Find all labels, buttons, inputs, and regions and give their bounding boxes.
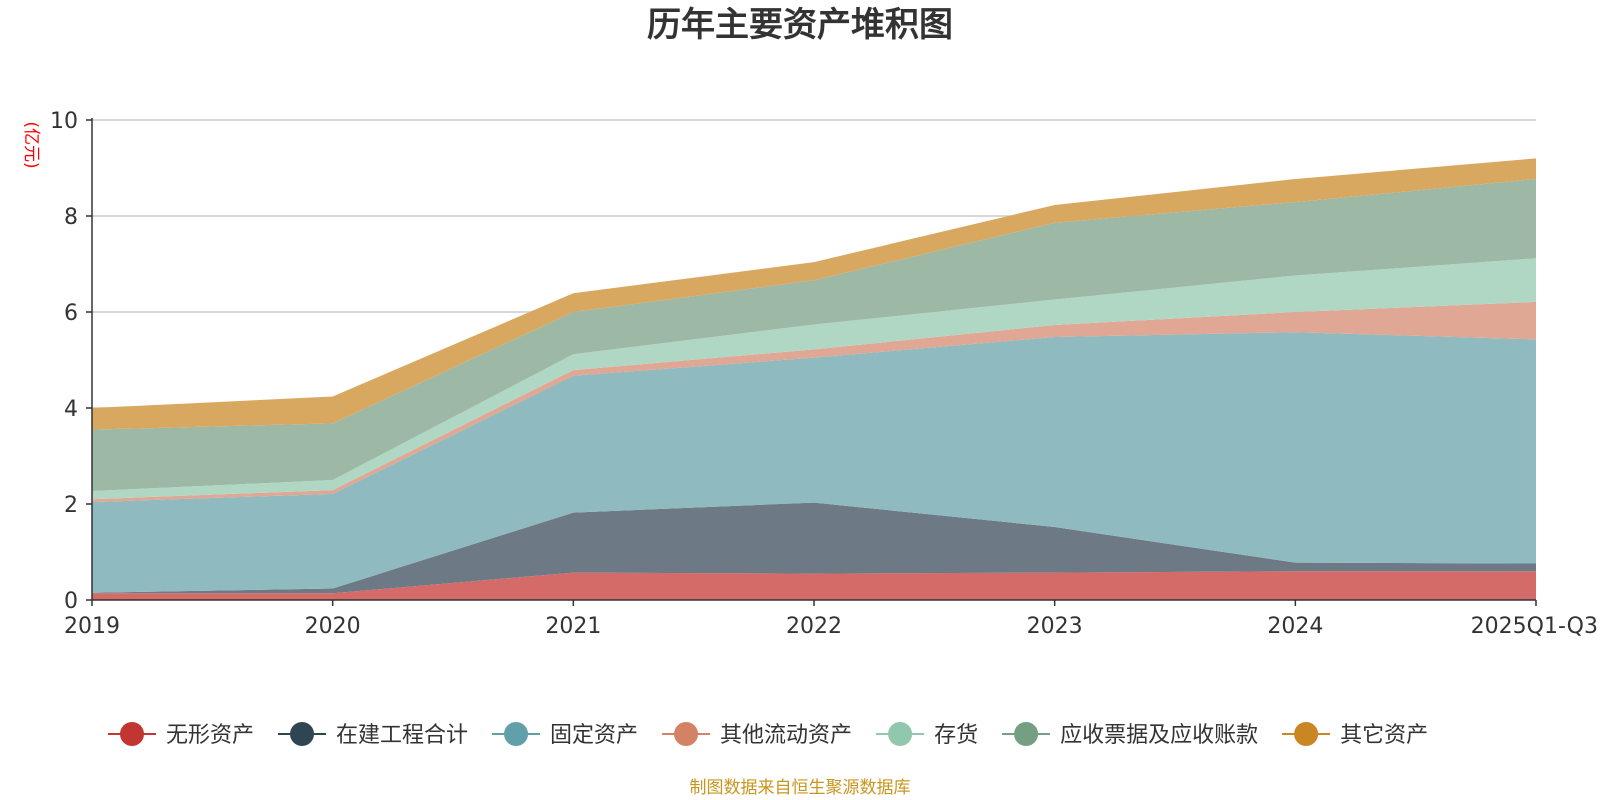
legend-label: 其它资产 — [1340, 723, 1428, 748]
legend-item-无形资产[interactable]: 无形资产 — [108, 722, 254, 748]
y-tick-label: 0 — [64, 589, 78, 614]
legend-item-其他流动资产[interactable]: 其他流动资产 — [662, 722, 852, 748]
y-tick-label: 8 — [64, 205, 78, 230]
area-无形资产 — [92, 571, 1536, 600]
legend-marker — [504, 722, 529, 746]
x-tick-label: 2021 — [545, 614, 601, 639]
legend-marker — [120, 722, 144, 746]
legend-label: 无形资产 — [166, 723, 254, 748]
y-tick-label: 6 — [64, 301, 78, 326]
legend-item-固定资产[interactable]: 固定资产 — [492, 722, 638, 748]
y-tick-label: 4 — [64, 397, 78, 422]
area-其他流动资产 — [92, 301, 1536, 503]
legend-label: 应收票据及应收账款 — [1060, 723, 1258, 748]
axes: 0 2 4 6 8 10 2019 2020 2021 2022 2023 2024 2025Q1-Q3 — [50, 109, 1598, 639]
legend-marker — [290, 722, 315, 746]
y-tick-label: 2 — [64, 493, 78, 518]
data-source-note: 制图数据来自恒生聚源数据库 — [690, 778, 911, 798]
y-axis-unit-label: (亿元) — [21, 121, 41, 168]
x-tick-label: 2025Q1-Q3 — [1471, 614, 1598, 639]
legend-label: 固定资产 — [550, 723, 638, 748]
chart-title: 历年主要资产堆积图 — [647, 5, 953, 45]
x-tick-label: 2019 — [64, 614, 120, 639]
area-应收票据及应收账款 — [92, 179, 1536, 491]
legend: 无形资产 在建工程合计 固定资产 其他流动资产 存货 应收票据及应收账款 其它资产 — [108, 722, 1428, 748]
x-tick-label: 2023 — [1027, 614, 1083, 639]
x-tick-label: 2022 — [786, 614, 842, 639]
legend-marker — [674, 722, 699, 746]
x-tick-label: 2024 — [1267, 614, 1323, 639]
legend-marker — [1014, 722, 1039, 746]
area-固定资产 — [92, 332, 1536, 593]
legend-item-在建工程合计[interactable]: 在建工程合计 — [278, 722, 468, 748]
legend-label: 存货 — [934, 723, 978, 748]
x-tick-label: 2020 — [305, 614, 361, 639]
legend-item-其它资产[interactable]: 其它资产 — [1282, 722, 1428, 748]
legend-label: 在建工程合计 — [336, 723, 468, 748]
legend-marker — [888, 722, 913, 746]
area-存货 — [92, 258, 1536, 500]
legend-item-应收票据及应收账款[interactable]: 应收票据及应收账款 — [1002, 722, 1258, 748]
legend-item-存货[interactable]: 存货 — [876, 722, 978, 748]
area-在建工程合计 — [92, 502, 1536, 594]
legend-label: 其他流动资产 — [720, 723, 852, 748]
area-其它资产 — [92, 158, 1536, 430]
y-tick-label: 10 — [50, 109, 78, 134]
area-series-group — [92, 158, 1536, 600]
legend-marker — [1294, 722, 1319, 746]
